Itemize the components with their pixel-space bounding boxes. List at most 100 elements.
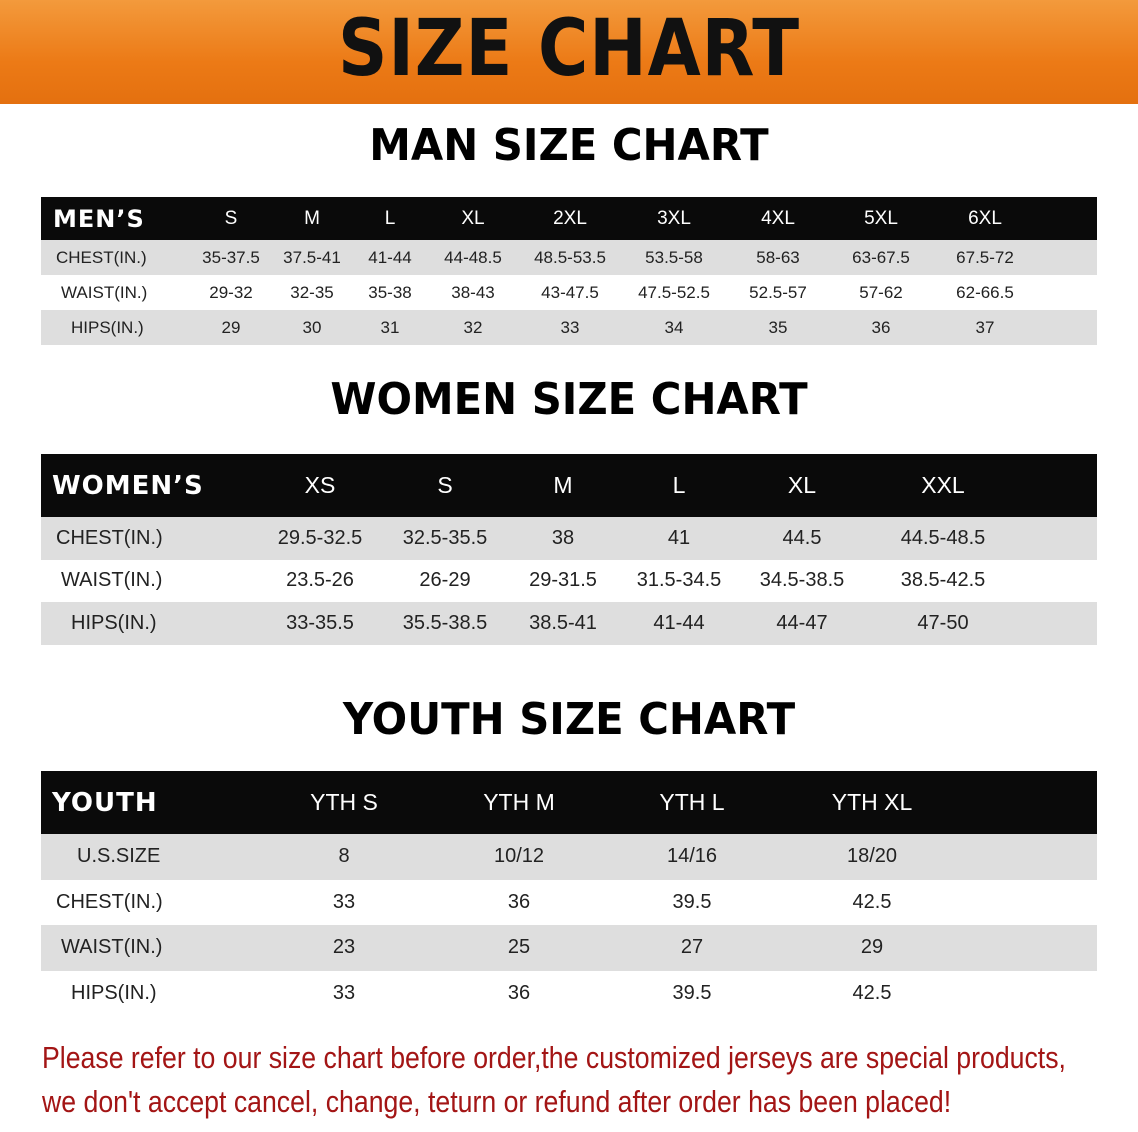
women-header-row: WOMEN’S XS S M L XL XXL [41, 454, 1097, 517]
table-cell: 29-31.5 [529, 569, 597, 592]
size-column-header: YTH L [659, 789, 725, 815]
table-cell: 48.5-53.5 [534, 247, 606, 267]
table-cell: 32-35 [290, 282, 334, 302]
table-cell: 36 [507, 890, 531, 913]
table-cell: 18/20 [846, 845, 898, 868]
table-cell: 31 [380, 317, 400, 337]
youth-section-title: YOUTH SIZE CHART [342, 694, 796, 745]
table-cell: 29 [860, 936, 884, 959]
row-label: HIPS(IN.) [71, 317, 144, 337]
size-column-header: 5XL [864, 207, 898, 229]
size-column-header: 6XL [968, 207, 1002, 229]
table-cell: 31.5-34.5 [636, 569, 722, 592]
table-cell: 35 [768, 317, 788, 337]
header-label: YOUTH [52, 787, 158, 818]
table-cell: 41 [667, 526, 691, 549]
table-cell: 33-35.5 [286, 611, 354, 634]
row-label: WAIST(IN.) [61, 569, 163, 592]
row-label: CHEST(IN.) [56, 247, 147, 267]
table-cell: 53.5-58 [645, 247, 703, 267]
size-column-header: M [304, 207, 320, 229]
banner: SIZE CHART [0, 0, 1138, 104]
table-row: WAIST(IN.) 29-32 32-35 35-38 38-43 43-47.5 47.… [41, 275, 1097, 310]
size-column-header: S [437, 472, 453, 498]
size-column-header: 4XL [761, 207, 795, 229]
table-row: HIPS(IN.) 29 30 31 32 33 34 35 36 37 [41, 310, 1097, 345]
table-row: HIPS(IN.) 33 36 39.5 42.5 [41, 970, 1097, 1016]
table-cell: 44-47 [776, 611, 828, 634]
size-column-header: YTH S [310, 789, 378, 815]
table-cell: 14/16 [666, 845, 718, 868]
banner-title: SIZE CHART [338, 4, 800, 94]
table-cell: 67.5-72 [956, 247, 1014, 267]
table-cell: 47-50 [917, 611, 969, 634]
table-cell: 41-44 [368, 247, 412, 267]
table-row: WAIST(IN.) 23 25 27 29 [41, 925, 1097, 971]
size-column-header: M [553, 472, 573, 498]
table-cell: 36 [871, 317, 891, 337]
size-column-header: 3XL [657, 207, 691, 229]
men-header-row: MEN’S S M L XL 2XL 3XL 4XL 5XL 6XL [41, 197, 1097, 240]
table-cell: 38.5-42.5 [900, 569, 986, 592]
table-cell: 43-47.5 [541, 282, 599, 302]
size-column-header: XS [304, 472, 336, 498]
table-cell: 44-48.5 [444, 247, 502, 267]
table-row: U.S.SIZE 8 10/12 14/16 18/20 [41, 834, 1097, 880]
table-row: WAIST(IN.) 23.5-26 26-29 29-31.5 31.5-34.5 34… [41, 559, 1097, 602]
table-row: CHEST(IN.) 29.5-32.5 32.5-35.5 38 41 44.5 44.5… [41, 517, 1097, 560]
size-column-header: 2XL [553, 207, 587, 229]
table-cell: 33 [560, 317, 580, 337]
table-cell: 41-44 [653, 611, 705, 634]
table-cell: 29 [221, 317, 241, 337]
table-cell: 58-63 [756, 247, 800, 267]
table-cell: 39.5 [672, 981, 712, 1004]
table-cell: 35.5-38.5 [402, 611, 488, 634]
table-cell: 63-67.5 [852, 247, 910, 267]
size-column-header: L [672, 472, 686, 498]
table-cell: 27 [680, 936, 704, 959]
table-cell: 29.5-32.5 [277, 526, 363, 549]
table-row: CHEST(IN.) 35-37.5 37.5-41 41-44 44-48.5 48.5… [41, 240, 1097, 275]
order-notice: Please refer to our size chart before or… [42, 1036, 1066, 1124]
table-cell: 30 [302, 317, 322, 337]
men-section-title: MAN SIZE CHART [369, 120, 769, 171]
table-cell: 34.5-38.5 [759, 569, 845, 592]
table-cell: 8 [338, 845, 350, 868]
table-cell: 35-37.5 [202, 247, 260, 267]
row-label: HIPS(IN.) [71, 981, 157, 1004]
size-column-header: YTH M [483, 789, 555, 815]
header-label: WOMEN’S [52, 470, 204, 501]
table-cell: 32.5-35.5 [402, 526, 488, 549]
table-row: HIPS(IN.) 33-35.5 35.5-38.5 38.5-41 41-44 44-… [41, 602, 1097, 645]
table-cell: 38.5-41 [529, 611, 597, 634]
table-cell: 38 [551, 526, 575, 549]
table-cell: 44.5 [782, 526, 822, 549]
order-notice-line-1: Please refer to our size chart before or… [42, 1040, 1066, 1075]
header-label: MEN’S [53, 204, 145, 233]
table-cell: 44.5-48.5 [900, 526, 986, 549]
table-cell: 34 [664, 317, 684, 337]
table-cell: 35-38 [368, 282, 412, 302]
table-cell: 42.5 [852, 981, 892, 1004]
table-cell: 33 [332, 981, 356, 1004]
table-cell: 32 [463, 317, 483, 337]
table-cell: 33 [332, 890, 356, 913]
row-label: U.S.SIZE [77, 845, 161, 868]
table-cell: 47.5-52.5 [638, 282, 710, 302]
table-cell: 62-66.5 [956, 282, 1014, 302]
table-cell: 37 [975, 317, 995, 337]
row-label: HIPS(IN.) [71, 611, 157, 634]
table-cell: 25 [507, 936, 531, 959]
table-cell: 10/12 [493, 845, 545, 868]
table-cell: 36 [507, 981, 531, 1004]
table-cell: 42.5 [852, 890, 892, 913]
table-cell: 23 [332, 936, 356, 959]
size-column-header: YTH XL [831, 789, 913, 815]
table-cell: 52.5-57 [749, 282, 807, 302]
table-row: CHEST(IN.) 33 36 39.5 42.5 [41, 879, 1097, 925]
youth-header-row: YOUTH YTH S YTH M YTH L YTH XL [41, 771, 1097, 834]
table-cell: 38-43 [451, 282, 495, 302]
table-cell: 26-29 [419, 569, 471, 592]
table-cell: 29-32 [209, 282, 253, 302]
women-section-title: WOMEN SIZE CHART [330, 374, 808, 425]
